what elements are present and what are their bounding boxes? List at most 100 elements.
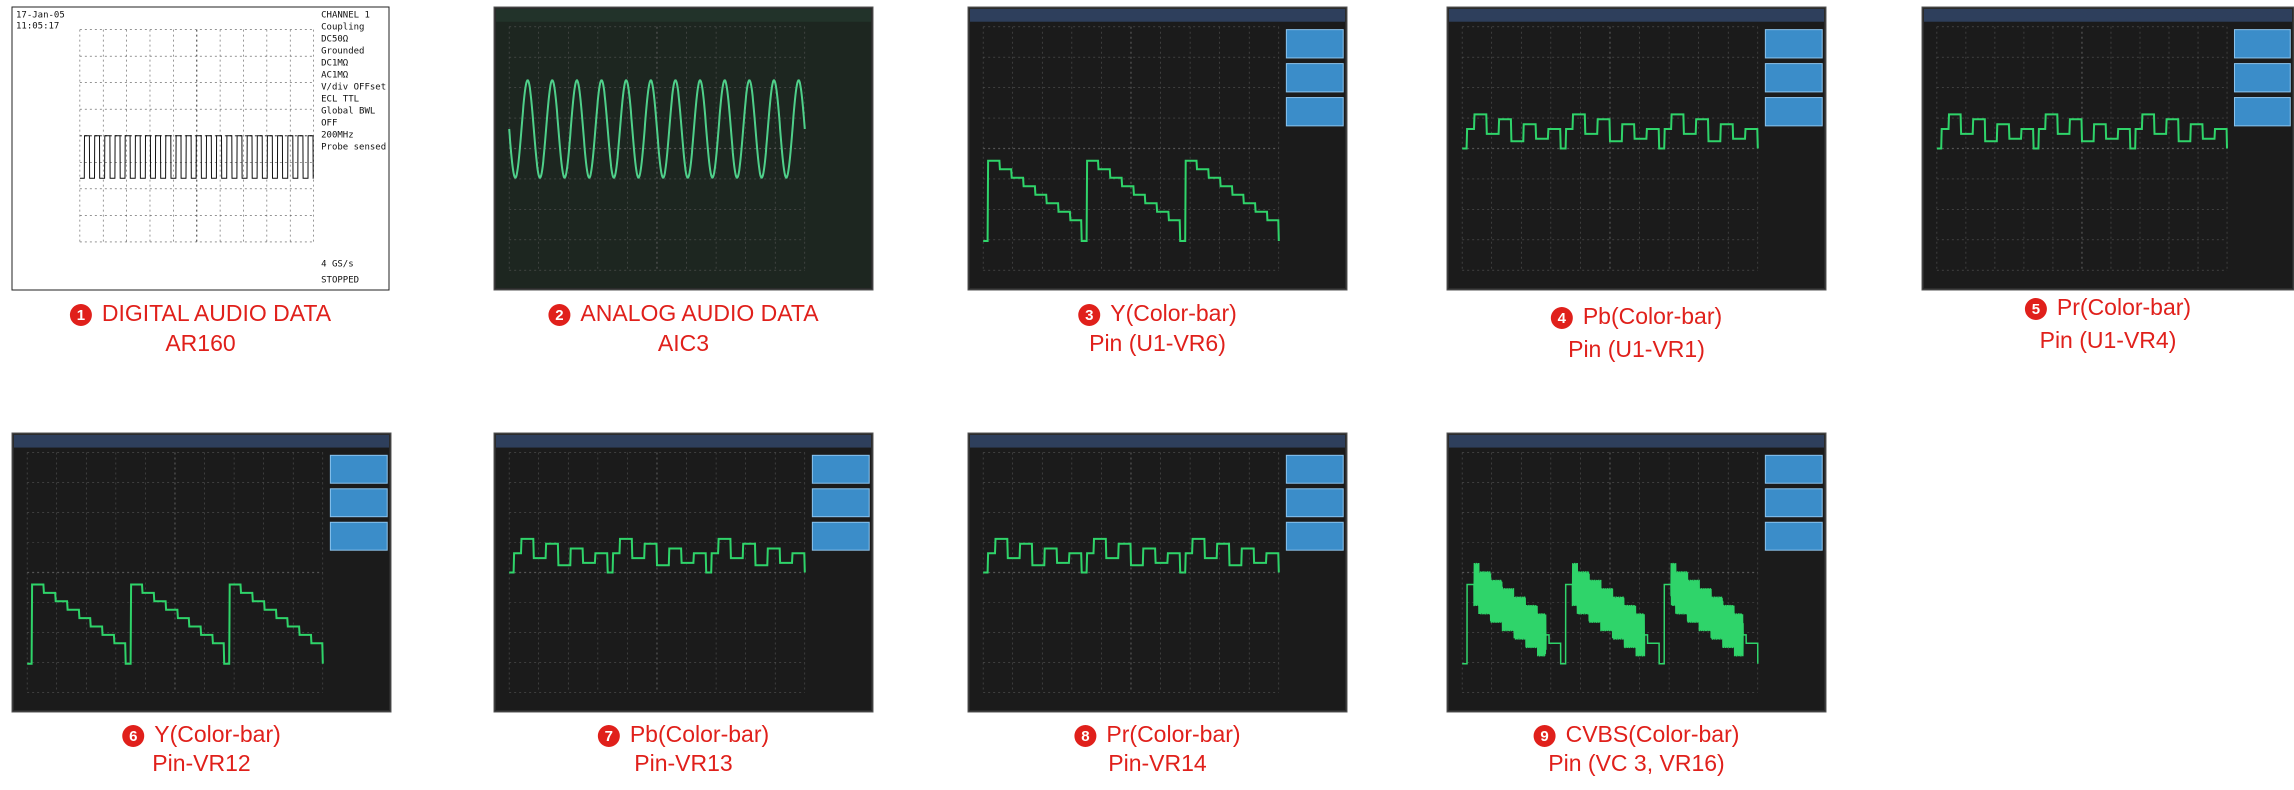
scope-panel (967, 432, 1348, 713)
top-bar (496, 9, 871, 22)
scope-panel (1921, 6, 2294, 291)
number-badge (122, 725, 145, 747)
scope-panel (11, 432, 392, 713)
screen (970, 9, 1345, 288)
screen (970, 435, 1345, 710)
top-bar (1924, 9, 2292, 22)
waveform (1462, 113, 1759, 150)
caption-number: 3 (1085, 307, 1093, 324)
caption-number: 9 (1540, 728, 1548, 745)
waveform (1936, 113, 2228, 150)
caption-number: 7 (605, 728, 613, 745)
screen-text: 200MHz (321, 131, 354, 141)
caption-number: 6 (129, 728, 137, 745)
waveform (509, 537, 806, 574)
screen-text: Probe sensed (321, 143, 386, 153)
side-button (811, 454, 870, 484)
side-button (1285, 488, 1344, 518)
waveform (983, 537, 1280, 574)
screen-text: 4 GS/s (321, 260, 354, 270)
screen (1449, 9, 1824, 288)
number-badge (1550, 307, 1573, 329)
number-badge (1078, 304, 1101, 326)
top-bar (1449, 9, 1824, 22)
caption: DIGITAL AUDIO DATA 1 AR160 (69, 300, 332, 356)
screen-text: DC1MΩ (321, 59, 349, 69)
caption-subtitle: AIC3 (658, 330, 709, 356)
caption-subtitle: Pin (VC 3, VR16) (1548, 750, 1724, 776)
side-button (2233, 97, 2291, 127)
side-button (1764, 63, 1823, 93)
caption-title: DIGITAL AUDIO DATA (102, 300, 332, 326)
side-button (1764, 521, 1823, 551)
side-button (811, 521, 870, 551)
scope-panel (493, 432, 874, 713)
screen-text: 11:05:17 (16, 22, 59, 32)
caption-number: 2 (555, 307, 563, 324)
caption: ANALOG AUDIO DATA 2 AIC3 (548, 300, 819, 356)
side-button (1285, 454, 1344, 484)
side-button (1285, 29, 1344, 59)
side-button (1764, 97, 1823, 127)
caption-subtitle: Pin (U1-VR6) (1089, 330, 1226, 356)
caption-title: Pb(Color-bar) (1583, 303, 1722, 329)
screen-text: V/div OFFset (321, 83, 386, 93)
caption-title: ANALOG AUDIO DATA (580, 300, 819, 326)
caption-subtitle: Pin-VR13 (634, 750, 732, 776)
number-badge (597, 725, 620, 747)
caption-subtitle: Pin (U1-VR4) (2040, 327, 2177, 353)
top-bar (1449, 435, 1824, 448)
caption-number: 1 (77, 307, 85, 324)
screen (14, 435, 389, 710)
screen-text: Coupling (321, 23, 364, 33)
waveform (79, 135, 314, 179)
caption: Y(Color-bar) 6 Pin-VR12 (122, 721, 281, 776)
caption-subtitle: Pin-VR14 (1108, 750, 1207, 776)
waveform (983, 159, 1280, 242)
side-button (1285, 97, 1344, 127)
side-button (1764, 488, 1823, 518)
screen-text: OFF (321, 119, 337, 129)
caption-number: 5 (2032, 301, 2040, 318)
caption-subtitle: Pin-VR12 (152, 750, 250, 776)
top-bar (14, 435, 389, 448)
waveform (1462, 562, 1759, 665)
caption: Pr(Color-bar) 8 Pin-VR14 (1074, 721, 1241, 776)
caption-subtitle: AR160 (165, 330, 235, 356)
scope-panel (493, 6, 874, 291)
caption-title: Pb(Color-bar) (630, 721, 769, 747)
side-button (329, 521, 388, 551)
caption-title: Pr(Color-bar) (2057, 294, 2191, 320)
side-button (329, 454, 388, 484)
caption-title: Y(Color-bar) (1110, 300, 1237, 326)
side-button (2233, 63, 2291, 93)
caption-number: 4 (1558, 310, 1567, 327)
top-bar (496, 435, 871, 448)
screen (1449, 435, 1824, 710)
scope-frame (11, 6, 390, 291)
side-button (2233, 29, 2291, 59)
screen-text: AC1MΩ (321, 71, 349, 81)
caption-title: Y(Color-bar) (154, 721, 281, 747)
caption: Y(Color-bar) 3 Pin (U1-VR6) (1078, 300, 1237, 356)
side-button (1285, 63, 1344, 93)
top-bar (970, 435, 1345, 448)
waveform (508, 79, 806, 179)
side-button (329, 488, 388, 518)
screen-text: DC50Ω (321, 35, 349, 45)
number-badge (2024, 298, 2047, 320)
side-button (1285, 521, 1344, 551)
screen-text: CHANNEL 1 (321, 11, 370, 21)
caption-title: Pr(Color-bar) (1106, 721, 1240, 747)
number-badge (548, 304, 571, 326)
caption-subtitle: Pin (U1-VR1) (1568, 336, 1705, 362)
screen-text: STOPPED (321, 276, 359, 286)
screen (496, 435, 871, 710)
top-bar (970, 9, 1345, 22)
side-button (1764, 29, 1823, 59)
waveform (27, 583, 324, 665)
screen-text: Grounded (321, 47, 364, 57)
